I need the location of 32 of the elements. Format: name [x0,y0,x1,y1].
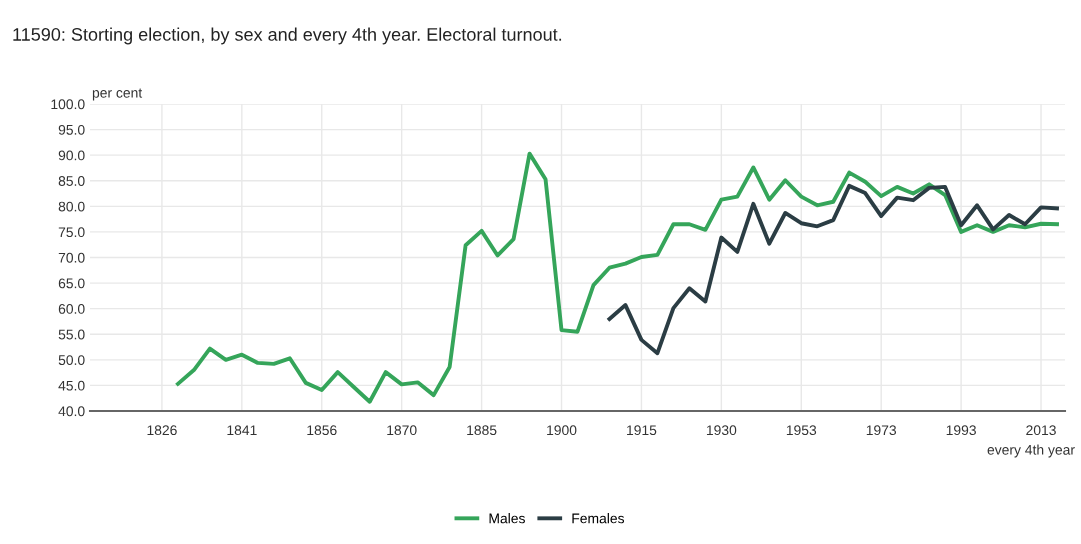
x-tick-label: 1826 [147,425,177,436]
line-series [607,183,1059,356]
legend-label: Females [572,513,625,524]
y-axis-title: per cent [92,88,143,101]
x-tick-label: 1973 [866,425,897,436]
y-tick-label: 100.0 [51,99,85,110]
y-tick-label: 80.0 [58,201,85,212]
y-tick-label: 65.0 [58,278,85,289]
x-tick-label: 1915 [627,425,657,436]
x-tick-label: 1993 [946,425,976,436]
y-tick-label: 60.0 [58,304,85,314]
x-tick-label: 1841 [227,425,257,436]
y-tick-label: 90.0 [58,150,85,161]
y-tick-label: 75.0 [58,227,85,238]
x-tick-label: 1885 [467,425,497,436]
y-tick-label: 70.0 [58,252,85,263]
legend-label: Males [489,513,525,524]
line-series [175,151,1059,404]
y-tick-label: 55.0 [58,329,85,340]
x-tick-label: 1870 [387,425,417,436]
x-tick-label: 1953 [786,425,817,436]
chart-title: 11590: Storting election, by sex and every 4th year. Electoral turnout. [13,27,562,45]
y-tick-label: 40.0 [58,406,85,417]
y-tick-label: 95.0 [58,124,85,135]
x-tick-label: 1900 [547,425,577,436]
y-tick-label: 45.0 [58,380,85,391]
x-tick-label: 1930 [706,425,737,436]
y-tick-label: 85.0 [58,176,85,186]
y-tick-label: 50.0 [58,355,85,365]
x-tick-label: 1856 [307,425,337,436]
x-axis-title: every 4th year [987,444,1075,458]
x-tick-label: 2013 [1026,425,1056,436]
